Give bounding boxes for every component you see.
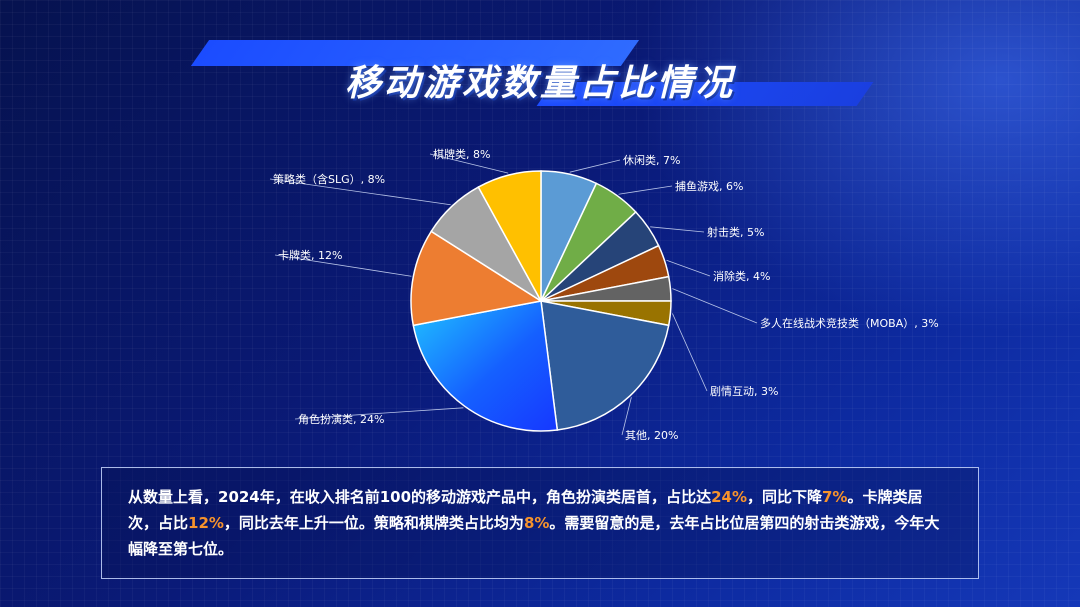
slice-label: 捕鱼游戏, 6% bbox=[675, 179, 743, 193]
summary-text-4: ，同比去年上升一位。策略和棋牌类占比均为 bbox=[223, 514, 524, 532]
slice-label: 剧情互动, 3% bbox=[710, 385, 778, 398]
pie-slice bbox=[540, 300, 670, 431]
summary-text-2: ，同比下降 bbox=[746, 488, 822, 506]
slice-label: 角色扮演类, 24% bbox=[298, 412, 384, 426]
leader-line bbox=[429, 153, 509, 174]
slice-label: 多人在线战术竞技类（MOBA）, 3% bbox=[760, 316, 939, 330]
slice-label: 卡牌类, 12% bbox=[278, 248, 342, 262]
pie-slice bbox=[477, 170, 542, 302]
slice-label: 消除类, 4% bbox=[713, 269, 770, 283]
leader-line bbox=[269, 178, 451, 206]
leader-line bbox=[650, 226, 705, 233]
slice-label: 其他, 20% bbox=[625, 429, 678, 442]
summary-text-5: 。需要留意的是，去年占比位居第四的射击类游戏，今年大幅降至第七位。 bbox=[128, 514, 940, 558]
summary-highlight-1: 24% bbox=[711, 488, 747, 506]
pie-slice bbox=[412, 300, 559, 432]
page-title: 移动游戏数量占比情况 bbox=[344, 63, 735, 104]
leader-line bbox=[672, 313, 708, 392]
summary-highlight-4: 8% bbox=[523, 514, 550, 532]
leader-line bbox=[294, 407, 464, 420]
slice-label: 策略类（含SLG）, 8% bbox=[273, 172, 385, 186]
summary-highlight-2: 7% bbox=[822, 488, 848, 506]
slice-label: 射击类, 5% bbox=[707, 225, 764, 239]
summary-highlight-3: 12% bbox=[188, 514, 224, 532]
leader-line bbox=[618, 185, 673, 195]
pie-slice bbox=[410, 230, 544, 327]
summary-box: 从数量上看，2024年，在收入排名前100的移动游戏产品中，角色扮演类居首，占比… bbox=[101, 467, 979, 579]
leader-line bbox=[569, 159, 621, 173]
summary-text-3: 。卡牌类居次，占比 bbox=[128, 488, 923, 532]
slice-label: 棋牌类, 8% bbox=[433, 147, 490, 161]
slice-label: 休闲类, 7% bbox=[623, 153, 680, 167]
leader-line bbox=[621, 397, 632, 436]
leader-line bbox=[274, 254, 412, 277]
summary-text-1: 从数量上看，2024年，在收入排名前100的移动游戏产品中，角色扮演类居首，占比… bbox=[128, 488, 712, 506]
leader-line bbox=[666, 259, 711, 277]
leader-line bbox=[672, 288, 758, 324]
